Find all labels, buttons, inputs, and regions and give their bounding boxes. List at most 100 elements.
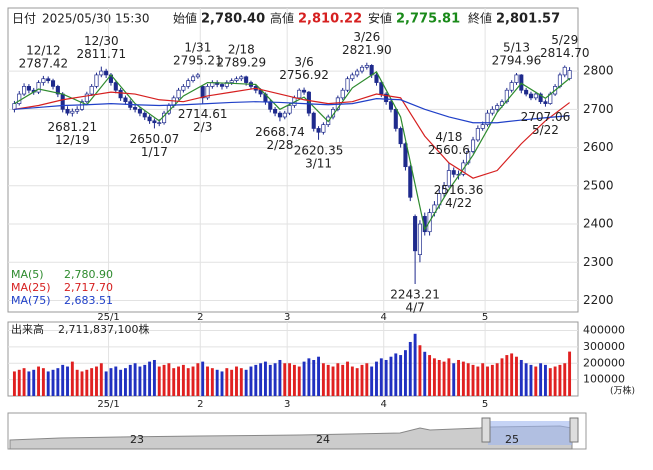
volume-bar [162,364,166,396]
candle-body [316,128,321,133]
candle-body [417,223,422,255]
volume-bar [196,363,200,396]
volume-bar [490,364,494,396]
volume-bar [312,359,316,396]
candle-body [22,86,27,95]
volume-total: 2,711,837,100株 [58,322,149,336]
volume-bar [384,359,388,396]
navigator-handle[interactable] [481,417,491,443]
x-tick-label: 3 [284,312,290,323]
volume-bar [114,366,118,396]
volume-bar [17,369,21,396]
volume-bar [510,353,514,396]
volume-bar [375,361,378,396]
x-tick-label: 5 [482,312,488,323]
y-tick-label: 200000 [583,356,625,369]
candle-body [65,108,70,114]
volume-bar [104,371,108,396]
volume-bar [259,363,263,396]
volume-bar [283,363,287,396]
volume-bar [167,363,171,396]
candle-body [297,89,302,99]
candle-body [147,116,152,122]
annotation-date: 12/19 [55,133,90,147]
header-value: 2025/05/30 15:30 [42,12,150,26]
candle-body [369,65,374,76]
volume-bar [486,366,489,396]
candle-body [287,105,292,114]
candle-body [104,70,109,76]
volume-bar [428,355,432,396]
y-tick-label: 2500 [583,178,614,192]
y-tick-label: 2300 [583,255,614,269]
volume-bar [471,364,475,396]
candle-body [186,80,191,87]
y-tick-label: 2800 [583,64,614,78]
volume-bar [317,356,320,396]
annotation-date: 3/6 [294,55,313,69]
y-tick-label: 2200 [583,293,614,307]
annotation-date: 4/7 [405,301,424,315]
y-tick-label: 300000 [583,340,625,353]
volume-bar [302,361,306,396]
legend-value: 2,683.51 [64,294,113,307]
annotation-value: 2794.96 [492,54,542,68]
volume-bar [307,358,311,396]
volume-bar [80,371,84,396]
volume-bar [172,368,176,396]
legend-label: MA(25) [11,281,51,294]
candle-body [99,70,104,76]
volume-bar [268,364,272,396]
volume-bar [22,368,26,396]
x-tick-label: 25/1 [97,312,119,323]
volume-bar [225,368,229,396]
annotation-value: 2243.21 [390,288,440,302]
candle-body [533,93,538,99]
volume-bar [476,366,480,396]
x-tick-label: 2 [197,399,203,410]
annotation-date: 2/28 [266,138,293,152]
volume-bar [355,368,359,396]
volume-bar [360,364,364,396]
candle-body [495,105,500,110]
volume-bar [133,363,137,396]
volume-bar [128,364,132,396]
ma-line [14,87,570,179]
navigator-label: 24 [316,433,330,446]
candle-body [41,78,46,83]
candle-body [234,78,239,82]
y-tick-label: 100000 [583,373,625,386]
candle-body [398,128,403,145]
navigator-label: 25 [505,433,519,446]
volume-bar [457,359,460,396]
candle-body [219,84,225,87]
volume-bar [12,371,16,396]
volume-bar [109,368,113,396]
candle-body [133,107,138,110]
volume-bar [292,364,296,396]
candle-body [12,103,17,110]
volume-bar [90,368,94,396]
candle-body [350,74,355,80]
volume-unit: (万株) [610,385,635,397]
volume-bar [56,368,60,396]
x-tick-label: 5 [482,399,488,410]
annotation-date: 3/26 [353,30,380,44]
volume-bar [124,368,127,396]
volume-bar [119,369,123,396]
volume-bar [394,353,398,396]
annotation-date: 2/3 [193,120,212,134]
navigator-handle[interactable] [569,417,579,443]
header-value: 2,810.22 [298,12,362,27]
volume-bar [297,366,301,396]
volume-bar [442,361,446,396]
annotation-value: 2814.70 [540,46,590,60]
candle-body [528,93,534,99]
candle-body [89,86,94,95]
candle-body [224,82,229,87]
x-tick-label: 2 [197,312,203,323]
volume-bar [191,366,195,396]
volume-bar [370,366,374,396]
navigator-window[interactable] [488,421,572,445]
